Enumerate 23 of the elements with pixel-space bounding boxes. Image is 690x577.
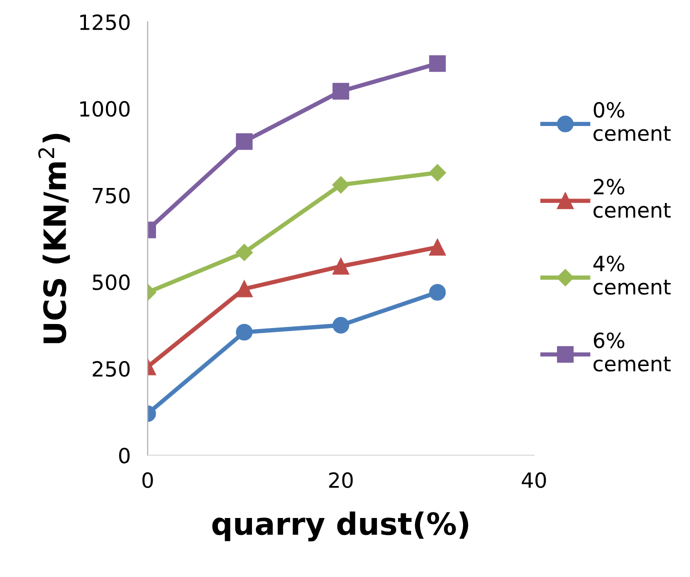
legend-label: 2% cement <box>594 178 671 218</box>
point <box>332 316 350 334</box>
point <box>332 258 350 275</box>
y-tick-label: 250 <box>92 361 130 377</box>
point <box>429 238 446 256</box>
point <box>332 176 350 194</box>
y-tick-label: 750 <box>92 188 130 204</box>
x-tick-label: 0 <box>142 472 153 488</box>
legend-label: 0% cement <box>594 102 671 142</box>
y-tick-label: 0 <box>119 448 130 464</box>
y-tick-label: 1000 <box>80 101 130 117</box>
point <box>428 164 446 182</box>
x-tick-label: 40 <box>522 472 546 488</box>
x-axis-title: quarry dust(%) <box>212 512 468 542</box>
legend-label: 6% cement <box>594 332 671 372</box>
x-tick-label: 20 <box>329 472 353 488</box>
legend-label: 4% cement <box>593 256 671 295</box>
y-tick-label: 500 <box>92 274 130 290</box>
y-axis-title: UCS (KN/m$^{2}$) <box>38 134 70 344</box>
y-tick-label: 1250 <box>80 14 130 30</box>
point <box>429 55 446 72</box>
point <box>429 284 446 301</box>
point <box>332 82 350 100</box>
